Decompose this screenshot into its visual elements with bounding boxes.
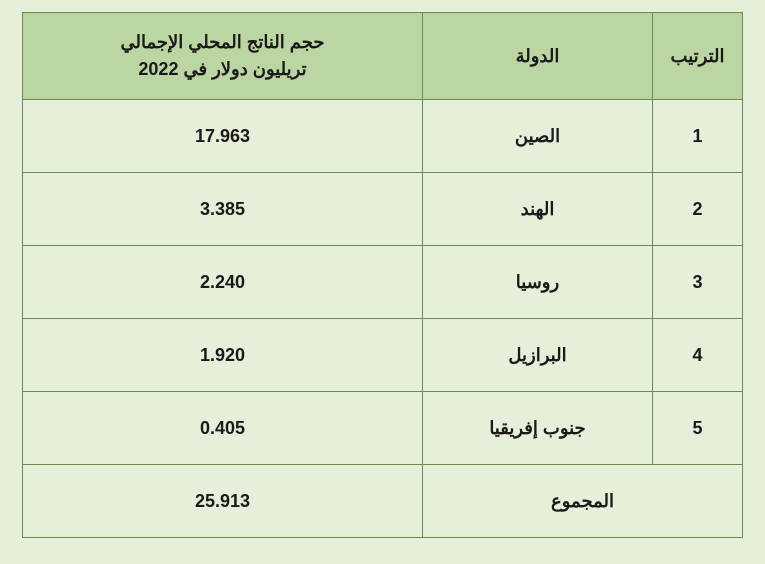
cell-rank: 3 <box>653 246 743 319</box>
cell-gdp: 1.920 <box>23 319 423 392</box>
header-row: الترتيب الدولة حجم الناتج المحلي الإجمال… <box>23 13 743 100</box>
table-body: 1 الصين 17.963 2 الهند 3.385 3 روسيا 2.2… <box>23 100 743 465</box>
table-row: 3 روسيا 2.240 <box>23 246 743 319</box>
cell-country: روسيا <box>423 246 653 319</box>
footer-row: المجموع 25.913 <box>23 465 743 538</box>
cell-country: جنوب إفريقيا <box>423 392 653 465</box>
cell-country: البرازيل <box>423 319 653 392</box>
table-header: الترتيب الدولة حجم الناتج المحلي الإجمال… <box>23 13 743 100</box>
header-country: الدولة <box>423 13 653 100</box>
cell-country: الصين <box>423 100 653 173</box>
cell-rank: 2 <box>653 173 743 246</box>
gdp-table-container: الترتيب الدولة حجم الناتج المحلي الإجمال… <box>0 0 765 550</box>
header-gdp-line1: حجم الناتج المحلي الإجمالي <box>120 32 324 52</box>
table-row: 5 جنوب إفريقيا 0.405 <box>23 392 743 465</box>
footer-label: المجموع <box>423 465 743 538</box>
header-gdp-line2: تريليون دولار في 2022 <box>138 59 306 79</box>
header-rank: الترتيب <box>653 13 743 100</box>
cell-country: الهند <box>423 173 653 246</box>
cell-rank: 4 <box>653 319 743 392</box>
table-row: 2 الهند 3.385 <box>23 173 743 246</box>
cell-rank: 5 <box>653 392 743 465</box>
table-row: 1 الصين 17.963 <box>23 100 743 173</box>
cell-gdp: 17.963 <box>23 100 423 173</box>
cell-gdp: 3.385 <box>23 173 423 246</box>
cell-rank: 1 <box>653 100 743 173</box>
cell-gdp: 0.405 <box>23 392 423 465</box>
table-footer: المجموع 25.913 <box>23 465 743 538</box>
header-gdp: حجم الناتج المحلي الإجمالي تريليون دولار… <box>23 13 423 100</box>
cell-gdp: 2.240 <box>23 246 423 319</box>
footer-total: 25.913 <box>23 465 423 538</box>
gdp-table: الترتيب الدولة حجم الناتج المحلي الإجمال… <box>22 12 743 538</box>
table-row: 4 البرازيل 1.920 <box>23 319 743 392</box>
